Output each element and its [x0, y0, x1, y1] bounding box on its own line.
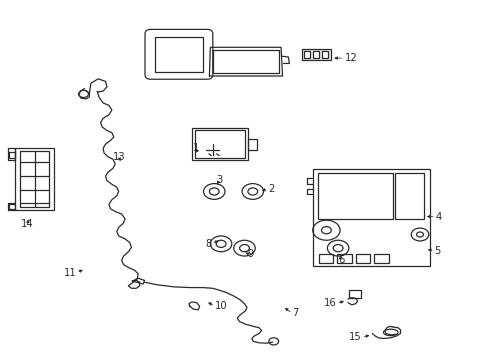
Bar [312, 51, 319, 58]
Bar [302, 49, 330, 60]
Text: 9: 9 [247, 248, 253, 258]
Text: 6: 6 [337, 255, 344, 265]
Text: 15: 15 [348, 332, 361, 342]
Bar [9, 204, 15, 210]
Text: 4: 4 [435, 212, 441, 221]
Text: 1: 1 [193, 143, 199, 153]
Text: 16: 16 [323, 298, 335, 308]
Bar [355, 254, 369, 263]
Bar [348, 290, 360, 298]
Text: 11: 11 [63, 267, 76, 278]
Bar [9, 152, 15, 158]
Bar [155, 37, 202, 72]
Text: 7: 7 [292, 309, 298, 318]
Bar [394, 173, 423, 220]
Bar [191, 128, 247, 160]
Bar [312, 169, 429, 266]
Bar [15, 148, 54, 211]
Bar [247, 139, 256, 149]
Text: 5: 5 [434, 246, 440, 256]
Text: 14: 14 [21, 219, 34, 229]
Bar [317, 173, 392, 220]
Text: 8: 8 [204, 239, 211, 249]
Text: 10: 10 [215, 301, 227, 311]
Text: 13: 13 [112, 152, 125, 162]
Bar [20, 151, 49, 207]
Text: 12: 12 [344, 53, 356, 63]
Bar [304, 51, 310, 58]
Bar [318, 254, 332, 263]
Bar [321, 51, 327, 58]
Bar [336, 254, 351, 263]
Text: 2: 2 [267, 184, 274, 194]
Bar [212, 50, 278, 73]
Bar [194, 130, 244, 158]
Bar [373, 254, 388, 263]
Text: 3: 3 [216, 175, 222, 185]
